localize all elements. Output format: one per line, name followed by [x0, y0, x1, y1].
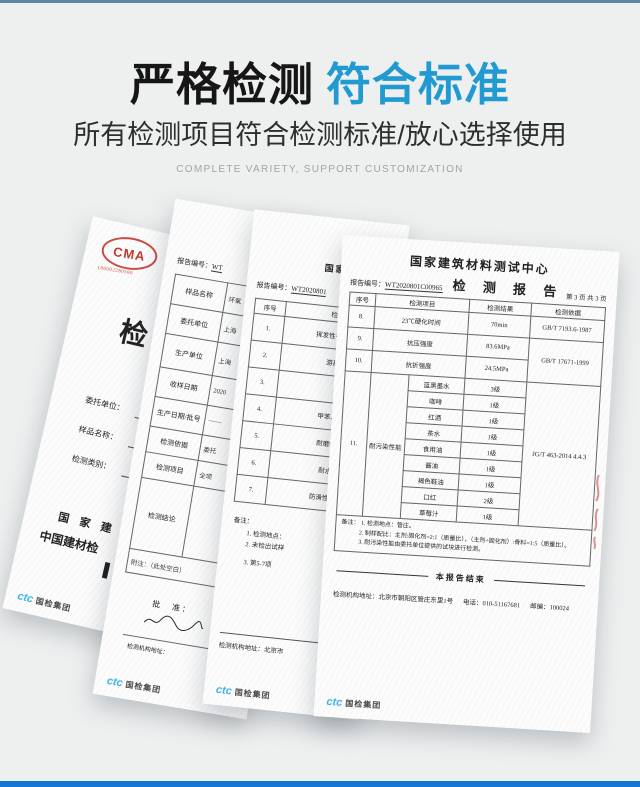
report-number: 报告编号：WT	[176, 256, 224, 274]
report-number: 报告编号：WT2020801	[256, 280, 327, 298]
page-title-black: 严格检测	[129, 59, 314, 110]
agency-address: 检测机构地址：北京市朝阳区管庄东里1号	[332, 590, 454, 606]
page-indicator: 第 3 页 共 3 页	[565, 293, 607, 304]
row-number-cell: 1.	[251, 313, 285, 344]
page-subtitle: 所有检测项目符合检测标准/放心选择使用	[73, 120, 567, 150]
certificate-2: 报告编号：WT 样品名称 环氧 委托单位 上海 生产单位 上海 收样日期 2020 生产…	[92, 198, 330, 720]
end-of-report-text: 本报告结束	[435, 572, 486, 585]
report-title: 检 测 报 告	[452, 277, 564, 300]
red-seal-icon	[593, 474, 600, 550]
ctc-brand-name: 国检集团	[34, 595, 73, 613]
seal-bar	[101, 561, 111, 579]
row-number-cell: 3.	[245, 366, 280, 398]
agency-address: 检测机构地址：	[126, 643, 169, 657]
row-number-cell: 6.	[237, 447, 271, 478]
agency-zip: 邮编：100024	[529, 602, 570, 613]
ctc-brand-icon: ctc	[16, 590, 35, 606]
row-number-cell: 4.	[242, 393, 277, 424]
agency-phone: 电话：010-51167681	[462, 598, 521, 610]
results-table: 序号 检测项目 检测结果 检测依据 8. 23℃硬化时间 70min GB/T …	[334, 292, 606, 567]
rule-left	[336, 570, 428, 577]
rule-right	[493, 579, 586, 587]
remarks-label: 备注：	[341, 519, 360, 527]
ctc-logo: ctc 国检集团	[215, 684, 271, 702]
ctc-brand-name: 国检集团	[124, 679, 162, 695]
top-divider-rule	[0, 0, 640, 3]
report-big-character: 检	[116, 316, 151, 354]
remark-line: 1. 检测地点：管庄。	[360, 520, 415, 530]
ctc-logo: ctc 国检集团	[106, 675, 162, 696]
tagline-english: COMPLETE VARIETY, SUPPORT CUSTOMIZATION	[176, 164, 464, 175]
basis-cell: JG/T 463-2014 4.4.3	[517, 381, 601, 531]
remarks-block: 备注： 1. 检测地点： 2. 未检出试样 3. 第5-7项	[229, 515, 287, 573]
bottom-divider-rule	[0, 781, 640, 787]
ctc-brand-icon: ctc	[326, 695, 343, 709]
ctc-logo: ctc 国检集团	[326, 696, 382, 711]
report-number: 报告编号：WT2020801C00965	[349, 278, 443, 294]
ctc-brand-icon: ctc	[105, 674, 124, 690]
row-number-cell: 10.	[345, 348, 373, 373]
row-number-cell: 5.	[239, 420, 274, 451]
certificate-4-main: 国家建筑材料测试中心 报告编号：WT2020801C00965 检 测 报 告 …	[313, 234, 620, 734]
ctc-logo: ctc 国检集团	[16, 590, 72, 614]
page-title: 严格检测 符合标准	[0, 48, 640, 113]
row-number-cell: 2.	[248, 340, 283, 371]
row-number-cell: 8.	[347, 305, 375, 329]
end-of-report: 本报告结束	[336, 565, 586, 591]
agency-footer: 检测机构地址：北京市朝阳区管庄东里1号 电话：010-51167681 邮编：1…	[333, 588, 586, 613]
ctc-brand-name: 国检集团	[234, 687, 272, 701]
agency-address: 检测机构地址：北京市	[218, 641, 284, 656]
basis-cell: GB/T 17671-1999	[526, 338, 604, 387]
remarks-label: 备注：	[233, 516, 254, 526]
ctc-brand-name: 国检集团	[345, 698, 382, 710]
ctc-brand-icon: ctc	[215, 683, 233, 698]
remark-line: 3. 第5-7项	[243, 559, 272, 569]
row-number-cell: 9.	[346, 326, 374, 351]
page-title-blue: 符合标准	[326, 59, 511, 110]
approval-signature	[143, 615, 204, 631]
row-number-cell: 7.	[234, 474, 268, 505]
